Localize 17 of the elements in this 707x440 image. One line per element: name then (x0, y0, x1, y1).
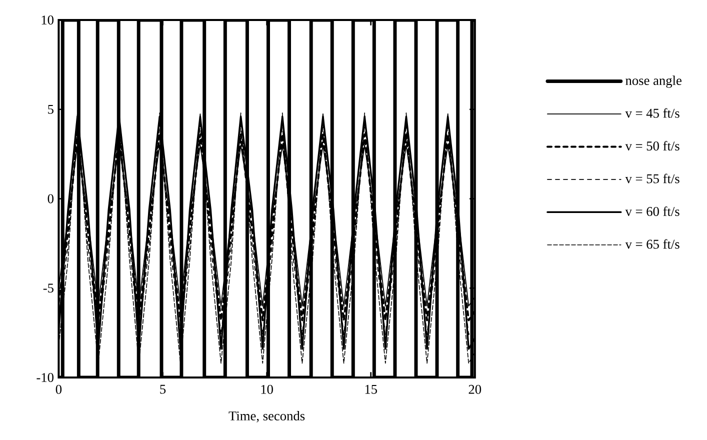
y-tick-label: 10 (42, 15, 54, 24)
y-tick-label: 5 (48, 104, 54, 114)
x-tick-label: 5 (160, 384, 166, 394)
text: v = 60 ft/s (625, 206, 680, 216)
y-tick-label: -10 (36, 372, 54, 382)
text: v = 45 ft/s (625, 108, 680, 118)
x-tick-label: 15 (365, 384, 377, 394)
x-tick-label: 0 (56, 384, 62, 394)
text: v = 55 ft/s (625, 174, 680, 184)
y-tick-label: 0 (48, 194, 54, 204)
x-axis-title: Time, seconds (228, 410, 305, 422)
y-tick-label: -5 (43, 284, 54, 292)
x-tick-label: 10 (261, 384, 273, 394)
text: v = 50 ft/s (625, 140, 680, 150)
x-tick-label: 20 (468, 384, 482, 394)
text: nose angle (626, 76, 682, 88)
text: v = 65 ft/s (625, 239, 680, 249)
